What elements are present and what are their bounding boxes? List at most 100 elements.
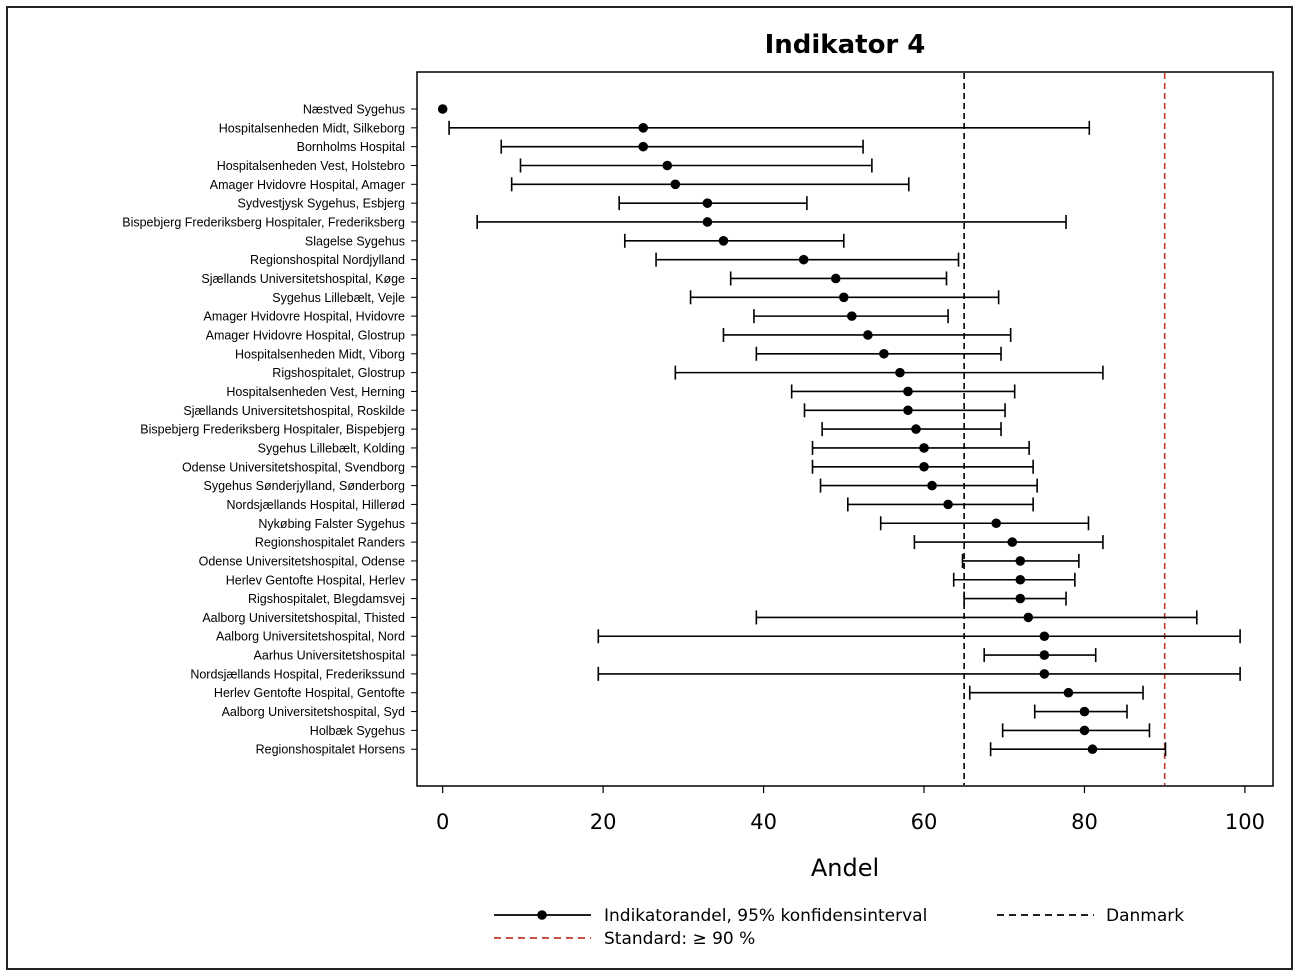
legend-label-danmark: Danmark bbox=[1106, 906, 1184, 926]
data-point bbox=[1079, 706, 1090, 717]
table-row: Aarhus Universitetshospital bbox=[254, 648, 1097, 663]
row-label: Sygehus Sønderjylland, Sønderborg bbox=[203, 479, 405, 493]
table-row: Sygehus Lillebælt, Kolding bbox=[258, 440, 1030, 455]
row-label: Hospitalsenheden Vest, Holstebro bbox=[217, 159, 405, 173]
data-point bbox=[903, 386, 913, 397]
table-row: Slagelse Sygehus bbox=[305, 233, 845, 248]
table-row: Holbæk Sygehus bbox=[310, 723, 1151, 738]
row-label: Bornholms Hospital bbox=[297, 140, 405, 154]
row-label: Aalborg Universitetshospital, Syd bbox=[222, 705, 405, 719]
row-label: Regionshospitalet Horsens bbox=[256, 743, 405, 757]
row-label: Nordsjællands Hospital, Frederikssund bbox=[190, 667, 405, 681]
row-label: Regionshospitalet Randers bbox=[255, 536, 405, 550]
row-label: Herlev Gentofte Hospital, Gentofte bbox=[214, 686, 405, 700]
row-label: Herlev Gentofte Hospital, Herlev bbox=[226, 573, 406, 587]
data-point bbox=[1015, 556, 1026, 566]
row-label: Aarhus Universitetshospital bbox=[254, 649, 405, 663]
data-point bbox=[638, 141, 649, 152]
data-point bbox=[927, 480, 937, 491]
data-point bbox=[863, 330, 873, 340]
data-point bbox=[911, 424, 921, 434]
table-row: Regionshospitalet Horsens bbox=[256, 742, 1167, 757]
row-label: Hospitalsenheden Midt, Viborg bbox=[235, 347, 405, 361]
data-point bbox=[991, 518, 1002, 529]
x-tick-label: 20 bbox=[590, 810, 617, 834]
data-point bbox=[702, 217, 713, 227]
data-point bbox=[1079, 725, 1090, 736]
row-label: Slagelse Sygehus bbox=[305, 234, 405, 248]
data-point bbox=[718, 236, 729, 246]
legend-label-indikatorandel: Indikatorandel, 95% konfidensinterval bbox=[604, 906, 927, 926]
table-row: Amager Hvidovre Hospital, Amager bbox=[210, 177, 910, 192]
row-label: Odense Universitetshospital, Svendborg bbox=[182, 460, 405, 474]
row-label: Bispebjerg Frederiksberg Hospitaler, Fre… bbox=[122, 215, 405, 229]
data-rows: Næstved Sygehus Hospitalsenheden Midt, Si… bbox=[122, 103, 1241, 757]
x-tick-label: 0 bbox=[436, 810, 449, 834]
table-row: Aalborg Universitetshospital, Thisted bbox=[202, 610, 1198, 625]
data-point bbox=[1015, 593, 1026, 604]
table-row: Næstved Sygehus bbox=[303, 103, 448, 117]
x-axis: 0 20 40 60 80 100 bbox=[436, 786, 1265, 834]
legend-label-standard: Standard: ≥ 90 % bbox=[604, 929, 755, 949]
table-row: Sjællands Universitetshospital, Roskilde bbox=[183, 403, 1006, 418]
row-label: Næstved Sygehus bbox=[303, 103, 405, 117]
row-label: Aalborg Universitetshospital, Nord bbox=[216, 630, 405, 644]
row-label: Sygehus Lillebælt, Vejle bbox=[272, 291, 405, 305]
table-row: Regionshospitalet Randers bbox=[255, 535, 1104, 550]
row-label: Hospitalsenheden Midt, Silkeborg bbox=[219, 121, 405, 135]
table-row: Hospitalsenheden Vest, Herning bbox=[226, 384, 1016, 399]
data-point bbox=[903, 405, 913, 416]
table-row: Amager Hvidovre Hospital, Hvidovre bbox=[204, 309, 949, 324]
row-label: Nykøbing Falster Sygehus bbox=[258, 517, 405, 531]
table-row: Bispebjerg Frederiksberg Hospitaler, Fre… bbox=[122, 214, 1067, 229]
row-label: Holbæk Sygehus bbox=[310, 724, 405, 738]
row-label: Amager Hvidovre Hospital, Glostrup bbox=[206, 328, 405, 342]
row-label: Sygehus Lillebælt, Kolding bbox=[258, 441, 405, 455]
data-point bbox=[1039, 650, 1050, 660]
table-row: Bornholms Hospital bbox=[297, 139, 864, 154]
data-point bbox=[1039, 631, 1050, 642]
x-tick-label: 60 bbox=[911, 810, 938, 834]
table-row: Herlev Gentofte Hospital, Herlev bbox=[226, 572, 1076, 587]
x-tick-label: 80 bbox=[1071, 810, 1098, 834]
data-point bbox=[670, 179, 681, 190]
table-row: Nordsjællands Hospital, Hillerød bbox=[226, 497, 1034, 512]
data-point bbox=[1007, 537, 1018, 547]
chart-title: Indikator 4 bbox=[765, 30, 926, 60]
row-label: Aalborg Universitetshospital, Thisted bbox=[202, 611, 405, 625]
data-point bbox=[1023, 612, 1034, 623]
table-row: Nykøbing Falster Sygehus bbox=[258, 516, 1090, 531]
row-label: Bispebjerg Frederiksberg Hospitaler, Bis… bbox=[140, 423, 405, 437]
data-point bbox=[1087, 744, 1098, 755]
x-tick-label: 100 bbox=[1225, 810, 1265, 834]
data-point bbox=[838, 292, 849, 303]
data-point bbox=[943, 499, 953, 510]
row-label: Sjællands Universitetshospital, Roskilde bbox=[183, 404, 405, 418]
legend: Indikatorandel, 95% konfidensinterval Dan… bbox=[494, 906, 1184, 949]
data-point bbox=[662, 160, 673, 171]
table-row: Nordsjællands Hospital, Frederikssund bbox=[190, 666, 1241, 681]
data-point bbox=[919, 443, 929, 453]
data-point bbox=[895, 367, 905, 378]
data-point bbox=[879, 348, 889, 359]
data-point bbox=[1063, 687, 1074, 698]
figure-frame bbox=[6, 6, 1293, 970]
table-row: Aalborg Universitetshospital, Syd bbox=[222, 704, 1128, 719]
table-row: Hospitalsenheden Midt, Viborg bbox=[235, 346, 1002, 361]
table-row: Regionshospital Nordjylland bbox=[250, 252, 960, 267]
row-label: Regionshospital Nordjylland bbox=[250, 253, 405, 267]
table-row: Rigshospitalet, Glostrup bbox=[272, 365, 1104, 380]
row-label: Nordsjællands Hospital, Hillerød bbox=[226, 498, 405, 512]
data-point bbox=[702, 198, 713, 208]
x-tick-label: 40 bbox=[750, 810, 777, 834]
data-point bbox=[847, 311, 857, 321]
table-row: Hospitalsenheden Vest, Holstebro bbox=[217, 158, 873, 173]
row-label: Rigshospitalet, Blegdamsvej bbox=[248, 592, 405, 606]
row-label: Hospitalsenheden Vest, Herning bbox=[226, 385, 405, 399]
table-row: Hospitalsenheden Midt, Silkeborg bbox=[219, 120, 1091, 135]
data-point bbox=[798, 254, 809, 265]
table-row: Rigshospitalet, Blegdamsvej bbox=[248, 591, 1067, 606]
x-axis-label: Andel bbox=[811, 854, 879, 882]
data-point bbox=[919, 461, 929, 472]
